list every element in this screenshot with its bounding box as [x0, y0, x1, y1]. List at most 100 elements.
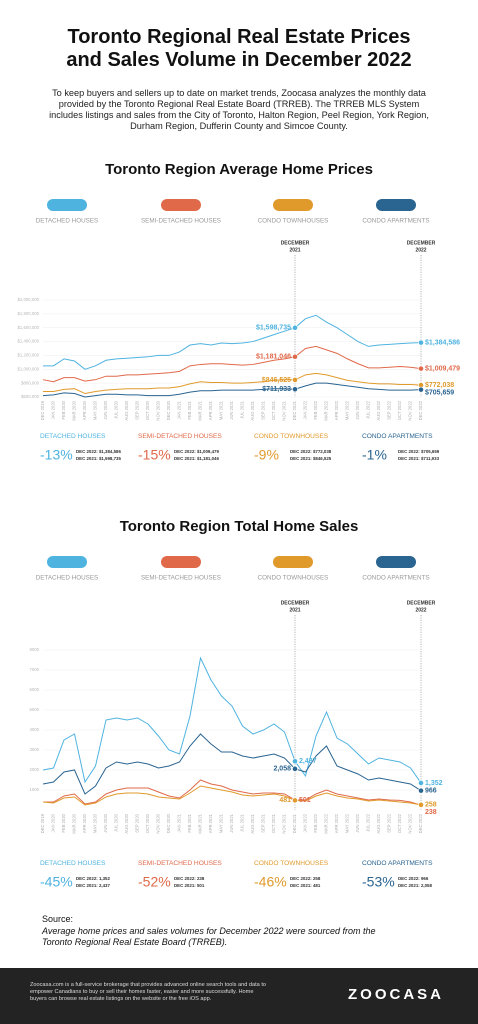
summary-name: CONDO APARTMENTS — [362, 860, 433, 867]
x-tick-label: DEC 2021 — [292, 813, 297, 833]
x-tick-label: APR 2021 — [208, 400, 213, 420]
data-label: $1,181,046 — [256, 354, 291, 361]
x-tick-label: DEC 2021 — [292, 400, 297, 420]
x-tick-label: FEB 2022 — [313, 400, 318, 419]
x-tick-label: MAY 2022 — [345, 813, 350, 833]
data-point — [292, 765, 298, 772]
x-tick-label: MAR 2021 — [198, 813, 203, 833]
x-tick-label: FEB 2020 — [61, 400, 66, 419]
data-label: 501 — [299, 797, 311, 804]
summary-detail: DEC 2022: $1,009,479 — [174, 449, 219, 454]
y-tick-label: 3000 — [29, 747, 39, 752]
legend-label: DETACHED HOUSES — [36, 575, 99, 582]
data-point — [292, 797, 298, 804]
series-line — [42, 382, 422, 398]
x-tick-label: JAN 2022 — [303, 813, 308, 832]
x-tick-label: DEC 2020 — [166, 400, 171, 420]
summary-detail: DEC 2021: 2,437 — [76, 883, 110, 888]
legend-label: SEMI-DETACHED HOUSES — [141, 575, 221, 582]
series-line — [42, 785, 422, 806]
data-label: $705,659 — [425, 389, 454, 396]
x-tick-label: NOV 2022 — [408, 400, 413, 420]
data-point — [292, 386, 298, 393]
x-tick-label: JUL 2021 — [240, 813, 245, 831]
x-tick-label: SEP 2022 — [387, 400, 392, 419]
x-tick-label: AUG 2021 — [250, 813, 255, 833]
summary-change: -46% — [254, 874, 287, 890]
data-label: $1,598,735 — [256, 325, 291, 332]
x-tick-label: JAN 2022 — [303, 400, 308, 419]
summary-detail: DEC 2021: 2,058 — [398, 883, 432, 888]
x-tick-label: OCT 2020 — [145, 813, 150, 833]
summary-detail: DEC 2022: $772,038 — [290, 449, 332, 454]
legend-swatch — [161, 199, 201, 211]
data-point — [418, 780, 424, 786]
x-tick-label: SEP 2020 — [135, 813, 140, 832]
summary-name: CONDO APARTMENTS — [362, 433, 433, 440]
legend-swatch — [47, 199, 87, 211]
series-line — [43, 372, 422, 395]
series-line — [42, 733, 422, 795]
legend-label: CONDO APARTMENTS — [362, 218, 429, 225]
x-tick-label: JUL 2020 — [114, 400, 119, 418]
summary-detail: DEC 2022: 238 — [174, 876, 205, 881]
data-point — [292, 324, 298, 331]
x-tick-label: APR 2022 — [334, 400, 339, 420]
x-tick-label: JAN 2021 — [177, 400, 182, 419]
y-tick-label: $1,000,000 — [17, 366, 39, 371]
legend-swatch — [376, 199, 416, 211]
y-tick-label: 6000 — [29, 687, 39, 692]
summary-detail: DEC 2022: 1,352 — [76, 876, 110, 881]
summary-detail: DEC 2021: $846,525 — [290, 456, 332, 461]
summary-detail: DEC 2022: $1,384,586 — [76, 449, 121, 454]
summary-name: SEMI-DETACHED HOUSES — [138, 433, 222, 440]
summary-detail: DEC 2021: 481 — [290, 883, 321, 888]
data-label: 258 — [425, 802, 437, 809]
chart-title: Toronto Region Average Home Prices — [105, 161, 373, 178]
x-tick-label: MAR 2021 — [198, 400, 203, 420]
y-tick-label: 4000 — [29, 727, 39, 732]
legend-swatch — [47, 556, 87, 568]
data-label: $846,525 — [262, 377, 291, 384]
data-label: $1,384,586 — [425, 339, 460, 346]
x-tick-label: SEP 2020 — [135, 400, 140, 419]
x-tick-label: DEC 2020 — [166, 813, 171, 833]
y-tick-label: $800,000 — [21, 380, 40, 385]
intro: To keep buyers and sellers up to date on… — [49, 88, 429, 131]
summary-name: SEMI-DETACHED HOUSES — [138, 860, 222, 867]
series-line — [43, 314, 422, 370]
x-tick-label: OCT 2021 — [271, 813, 276, 833]
marker-label: DECEMBER — [407, 240, 436, 246]
data-point — [418, 801, 424, 808]
data-point — [418, 365, 424, 372]
x-tick-label: JUL 2022 — [366, 400, 371, 418]
data-label: $772,038 — [425, 382, 454, 389]
x-tick-label: APR 2020 — [82, 813, 87, 833]
x-tick-label: AUG 2022 — [376, 400, 381, 420]
y-tick-label: 5000 — [29, 707, 39, 712]
y-tick-label: $600,000 — [21, 394, 40, 399]
source-text: Average home prices and sales volumes fo… — [42, 926, 376, 947]
y-tick-label: $1,200,000 — [17, 353, 39, 358]
x-tick-label: DEC 2022 — [418, 400, 423, 420]
legend-swatch — [273, 556, 313, 568]
y-tick-label: 7000 — [29, 667, 39, 672]
summary-detail: DEC 2022: $705,659 — [398, 449, 440, 454]
x-tick-label: APR 2022 — [334, 813, 339, 833]
summary-name: DETACHED HOUSES — [40, 860, 106, 867]
x-tick-label: OCT 2022 — [397, 400, 402, 420]
summary-detail: DEC 2022: 258 — [290, 876, 321, 881]
legend-swatch — [376, 556, 416, 568]
data-label: 238 — [425, 809, 437, 816]
marker-label: DECEMBER — [407, 600, 436, 606]
x-tick-label: MAR 2020 — [72, 813, 77, 833]
logo: ZOOCASA — [348, 986, 444, 1003]
x-tick-label: MAY 2021 — [219, 813, 224, 833]
source-label: Source: — [42, 914, 74, 924]
summary-change: -9% — [254, 447, 279, 463]
x-tick-label: JUL 2022 — [366, 813, 371, 831]
x-tick-label: MAY 2022 — [345, 400, 350, 420]
marker-label: 2022 — [415, 247, 426, 253]
x-tick-label: FEB 2020 — [61, 813, 66, 832]
